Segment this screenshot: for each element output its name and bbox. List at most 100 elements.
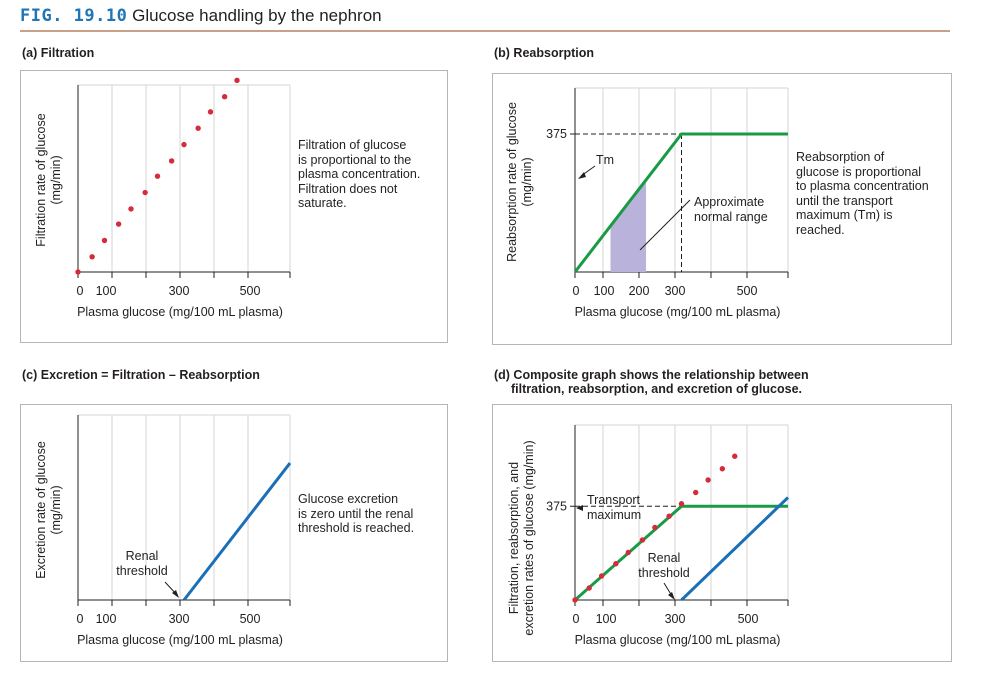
y-tick-label: 375 bbox=[546, 127, 567, 141]
y-axis-label-line: Filtration rate of glucose bbox=[34, 113, 48, 246]
panel-b-note-line: reached. bbox=[796, 222, 845, 237]
filtration-point bbox=[168, 158, 175, 164]
y-axis-label-line: Excretion rate of glucose bbox=[34, 441, 48, 579]
x-tick-label: 300 bbox=[665, 284, 686, 298]
panel-b-frame bbox=[492, 73, 952, 345]
renal-threshold-arrowhead bbox=[172, 590, 179, 598]
x-tick-label: 100 bbox=[96, 612, 117, 626]
renal-threshold-arrowhead bbox=[668, 592, 675, 600]
filtration-point bbox=[154, 173, 161, 179]
panel-c-note-line: Glucose excretion bbox=[298, 492, 399, 506]
y-axis-label-line: Reabsorption rate of glucose bbox=[505, 102, 519, 262]
normal-range-label: Approximate bbox=[694, 195, 764, 209]
x-tick-label: 0 bbox=[77, 284, 84, 298]
y-axis-label: Filtration, reabsorption, and excretion r… bbox=[507, 440, 536, 635]
panel-b-note-line: to plasma concentration bbox=[796, 179, 929, 193]
panel-a-note-line: plasma concentration. bbox=[298, 167, 421, 181]
filtration-point bbox=[732, 453, 738, 459]
filtration-point bbox=[613, 561, 619, 567]
filtration-point bbox=[586, 585, 592, 591]
panel-d-frame bbox=[492, 404, 952, 662]
panel-b-note-line: Reabsorption of bbox=[796, 150, 885, 164]
panel-b-note-line: glucose is proportional bbox=[796, 164, 922, 179]
x-axis-label: Plasma glucose (mg/100 mL plasma) bbox=[77, 633, 283, 647]
filtration-point bbox=[75, 269, 81, 275]
filtration-point bbox=[234, 77, 240, 84]
x-tick-label: 100 bbox=[96, 284, 117, 298]
renal-threshold-label: Renal bbox=[648, 551, 681, 565]
panel-b-note: Reabsorption of glucose is proportional … bbox=[796, 150, 929, 237]
panel-d-label: (d) Composite graph shows the relationsh… bbox=[494, 368, 809, 396]
y-axis-label: Filtration rate of glucose (mg/min) bbox=[34, 113, 63, 246]
x-tick-label: 0 bbox=[77, 612, 84, 626]
panel-b-label: (b) Reabsorption bbox=[494, 46, 594, 60]
filtration-point bbox=[705, 477, 711, 483]
x-axis-label: Plasma glucose (mg/100 mL plasma) bbox=[575, 305, 781, 319]
panel-c-note-line: threshold is reached. bbox=[298, 521, 415, 535]
filtration-point bbox=[101, 237, 108, 244]
transport-maximum-arrowhead bbox=[576, 505, 583, 511]
y-axis-label-line: Filtration, reabsorption, and bbox=[507, 462, 521, 614]
x-tick-label: 500 bbox=[737, 284, 758, 298]
filtration-point bbox=[666, 513, 672, 519]
x-tick-label: 0 bbox=[573, 284, 580, 298]
x-tick-label: 100 bbox=[594, 284, 615, 298]
panel-b-note-line: until the transport bbox=[796, 193, 893, 208]
figure-title: Glucose handling by the nephron bbox=[132, 6, 382, 25]
x-tick-label: 500 bbox=[240, 612, 261, 626]
filtration-point bbox=[195, 125, 201, 131]
x-tick-label: 500 bbox=[240, 284, 261, 298]
panel-a-frame bbox=[20, 70, 448, 343]
x-tick-label: 200 bbox=[629, 284, 650, 298]
y-axis-label: Reabsorption rate of glucose (mg/min) bbox=[505, 102, 534, 262]
panel-a-note-line: Filtration of glucose bbox=[298, 138, 407, 152]
normal-range-leader bbox=[639, 199, 691, 251]
panel-a-note-line: saturate. bbox=[298, 196, 347, 210]
panel-c-label: (c) Excretion = Filtration – Reabsorptio… bbox=[22, 368, 260, 382]
x-axis-label: Plasma glucose (mg/100 mL plasma) bbox=[77, 305, 283, 319]
y-axis-label-line: (mg/min) bbox=[49, 485, 63, 534]
filtration-point bbox=[89, 254, 95, 260]
x-tick-label: 0 bbox=[573, 612, 580, 626]
filtration-point bbox=[678, 501, 685, 507]
filtration-point bbox=[115, 221, 122, 227]
renal-threshold-label: threshold bbox=[638, 566, 689, 580]
excretion-line bbox=[182, 462, 292, 601]
filtration-point bbox=[142, 189, 148, 196]
header-rule bbox=[20, 30, 950, 32]
y-axis-label-line: (mg/min) bbox=[49, 155, 63, 204]
renal-threshold-label: Renal bbox=[126, 549, 159, 563]
y-tick-label: 375 bbox=[546, 499, 567, 513]
y-axis-label-line: (mg/min) bbox=[520, 157, 534, 206]
x-tick-label: 500 bbox=[738, 612, 759, 626]
figure-number: FIG. 19.10 bbox=[20, 6, 128, 26]
x-axis-label: Plasma glucose (mg/100 mL plasma) bbox=[575, 633, 781, 647]
x-tick-label: 300 bbox=[169, 612, 190, 626]
x-tick-label: 300 bbox=[665, 612, 686, 626]
reabsorption-line bbox=[573, 132, 788, 273]
filtration-point bbox=[693, 489, 699, 496]
filtration-point bbox=[181, 141, 187, 148]
filtration-point bbox=[207, 109, 214, 115]
filtration-point bbox=[639, 537, 646, 543]
renal-threshold-label: threshold bbox=[116, 564, 167, 578]
panel-c-note: Glucose excretion is zero until the rena… bbox=[298, 492, 414, 536]
transport-maximum-label: maximum bbox=[587, 508, 641, 522]
tm-label: Tm bbox=[596, 153, 614, 167]
panel-a-note-line: is proportional to the bbox=[298, 152, 412, 167]
tm-arrowhead bbox=[578, 172, 586, 179]
filtration-point bbox=[598, 573, 605, 579]
y-axis-label: Excretion rate of glucose (mg/min) bbox=[34, 441, 63, 579]
panel-d-label-line: filtration, reabsorption, and excretion … bbox=[511, 382, 803, 396]
transport-maximum-label: Transport bbox=[587, 493, 641, 507]
filtration-point bbox=[719, 466, 726, 472]
excretion-line bbox=[680, 496, 790, 602]
filtration-point bbox=[221, 93, 228, 100]
figure-header: FIG. 19.10 Glucose handling by the nephr… bbox=[20, 6, 382, 26]
normal-range-label: normal range bbox=[694, 210, 768, 224]
panel-a-note-line: Filtration does not bbox=[298, 181, 398, 196]
x-tick-label: 100 bbox=[596, 612, 617, 626]
x-tick-label: 300 bbox=[169, 284, 190, 298]
panel-a-note: Filtration of glucose is proportional to… bbox=[298, 138, 420, 211]
